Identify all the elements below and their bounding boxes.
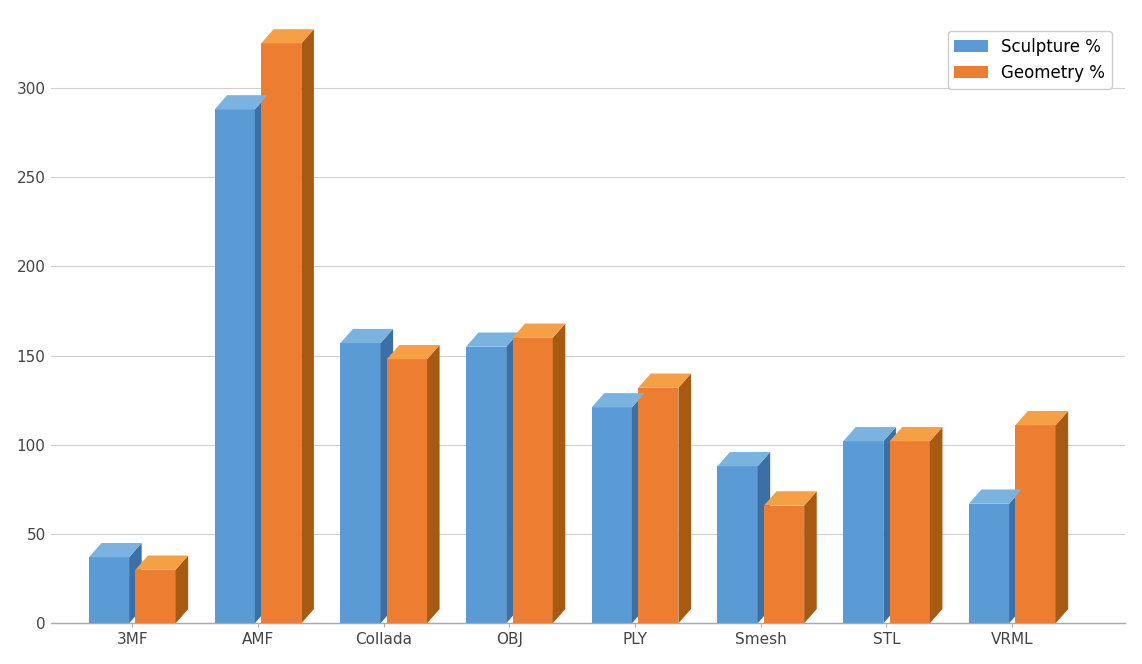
Polygon shape [427, 345, 440, 623]
Polygon shape [466, 333, 518, 347]
Polygon shape [638, 388, 678, 623]
Polygon shape [380, 329, 393, 623]
Polygon shape [968, 489, 1022, 504]
Polygon shape [215, 95, 267, 110]
Polygon shape [387, 359, 427, 623]
Polygon shape [717, 466, 757, 623]
Polygon shape [89, 543, 142, 557]
Polygon shape [215, 110, 255, 623]
Polygon shape [592, 393, 644, 408]
Legend: Sculpture %, Geometry %: Sculpture %, Geometry % [948, 31, 1111, 89]
Polygon shape [930, 427, 942, 623]
Polygon shape [301, 29, 314, 623]
Polygon shape [843, 442, 884, 623]
Polygon shape [262, 29, 314, 43]
Polygon shape [1015, 425, 1055, 623]
Polygon shape [757, 452, 770, 623]
Polygon shape [89, 557, 129, 623]
Polygon shape [136, 556, 188, 570]
Polygon shape [717, 452, 770, 466]
Polygon shape [764, 505, 804, 623]
Polygon shape [340, 343, 380, 623]
Polygon shape [387, 345, 440, 359]
Polygon shape [553, 323, 565, 623]
Polygon shape [884, 427, 896, 623]
Polygon shape [1055, 411, 1068, 623]
Polygon shape [843, 427, 896, 442]
Polygon shape [262, 43, 301, 623]
Polygon shape [678, 374, 691, 623]
Polygon shape [1015, 411, 1068, 425]
Polygon shape [136, 570, 176, 623]
Polygon shape [890, 427, 942, 442]
Polygon shape [638, 374, 691, 388]
Polygon shape [255, 95, 267, 623]
Polygon shape [632, 393, 644, 623]
Polygon shape [592, 408, 632, 623]
Polygon shape [340, 329, 393, 343]
Polygon shape [890, 442, 930, 623]
Polygon shape [176, 556, 188, 623]
Polygon shape [129, 543, 142, 623]
Polygon shape [513, 323, 565, 338]
Polygon shape [506, 333, 518, 623]
Polygon shape [513, 338, 553, 623]
Polygon shape [968, 504, 1010, 623]
Polygon shape [1010, 489, 1022, 623]
Polygon shape [764, 491, 817, 505]
Polygon shape [804, 491, 817, 623]
Polygon shape [466, 347, 506, 623]
